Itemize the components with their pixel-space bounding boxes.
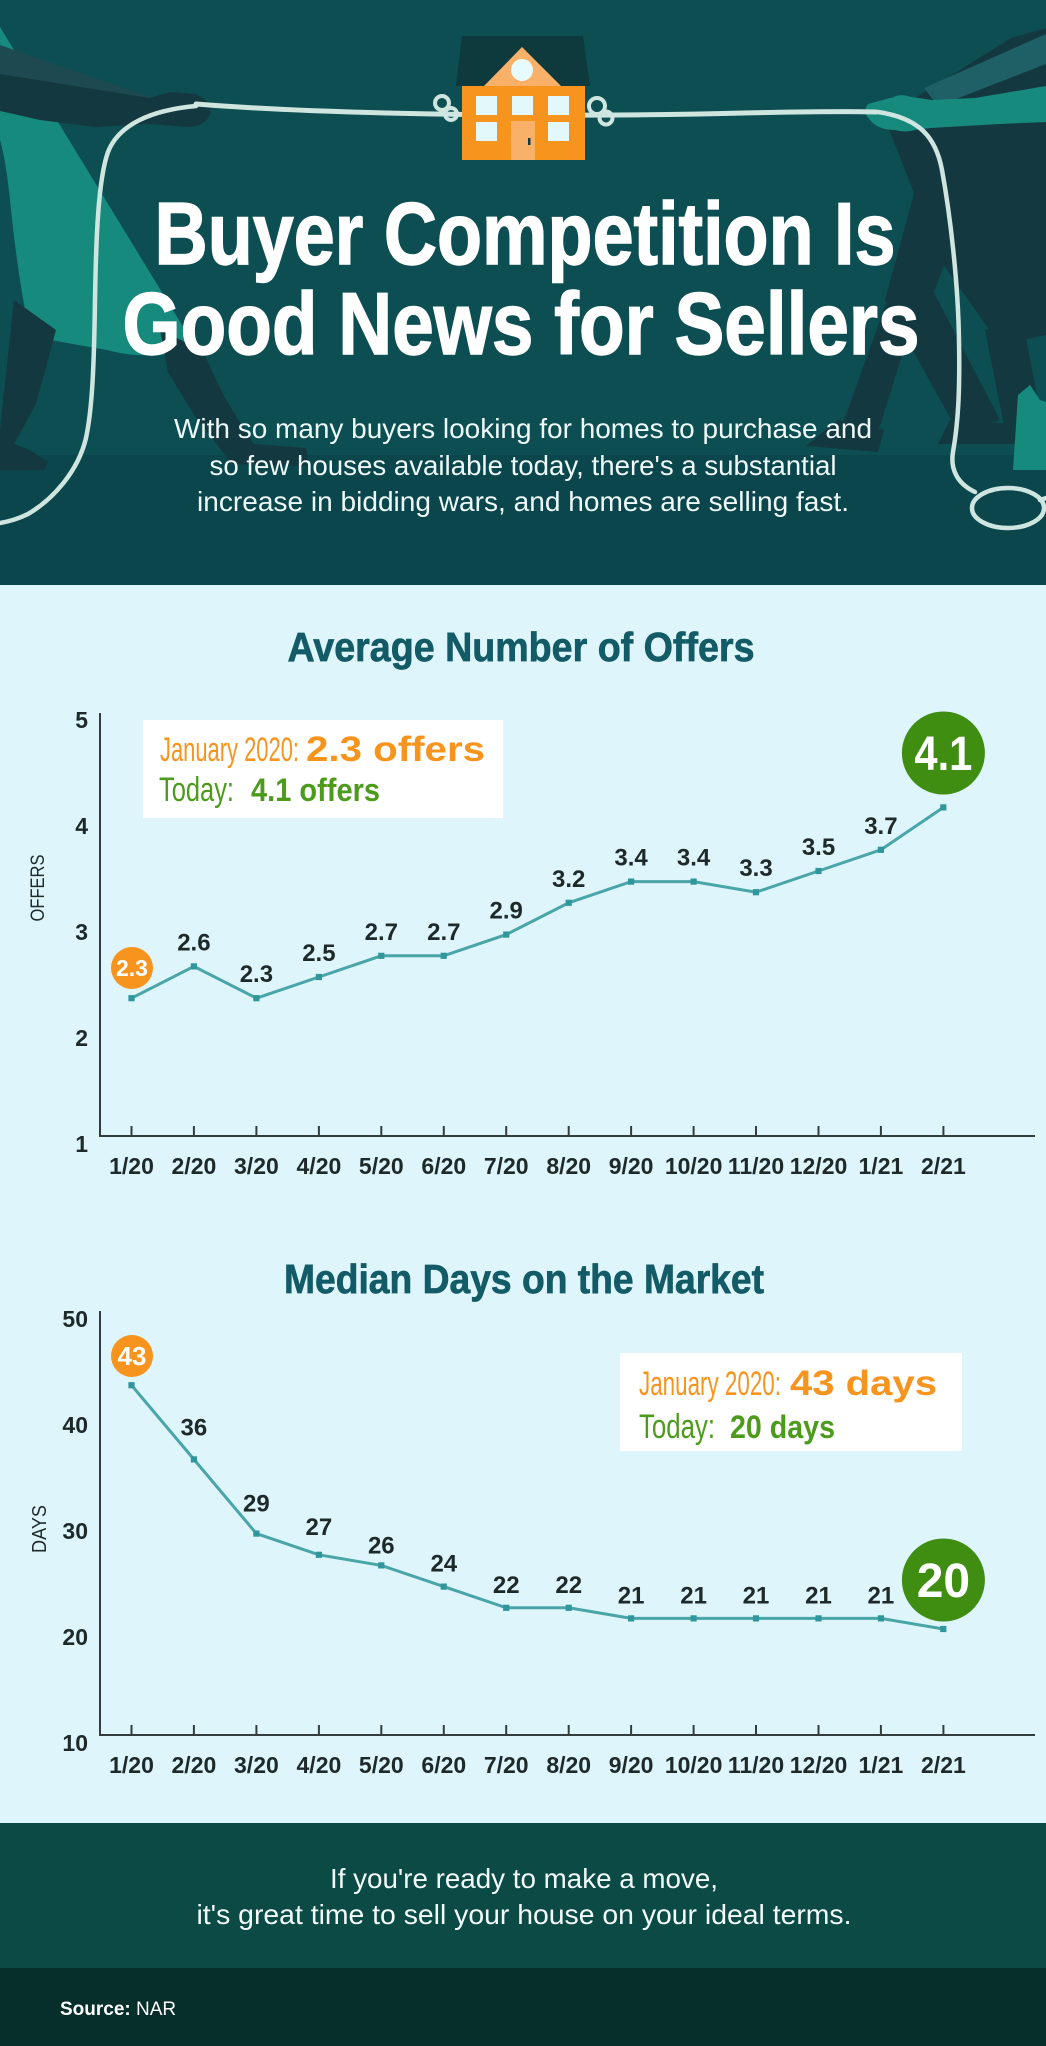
svg-text:4/20: 4/20 xyxy=(297,1752,342,1778)
svg-text:January 2020:: January 2020: xyxy=(639,1365,781,1403)
svg-text:3/20: 3/20 xyxy=(234,1752,279,1778)
svg-text:6/20: 6/20 xyxy=(421,1153,466,1179)
svg-text:10: 10 xyxy=(62,1730,88,1756)
svg-text:12/20: 12/20 xyxy=(790,1153,848,1179)
svg-text:6/20: 6/20 xyxy=(421,1752,466,1778)
svg-text:43: 43 xyxy=(118,1341,147,1371)
svg-text:Median Days on the Market: Median Days on the Market xyxy=(284,1256,764,1302)
svg-text:20: 20 xyxy=(62,1624,88,1650)
svg-text:21: 21 xyxy=(680,1582,707,1609)
svg-text:40: 40 xyxy=(62,1412,88,1438)
svg-text:Average Number of Offers: Average Number of Offers xyxy=(288,624,755,670)
svg-text:2/21: 2/21 xyxy=(921,1752,966,1778)
svg-text:20: 20 xyxy=(917,1555,970,1608)
svg-text:1/20: 1/20 xyxy=(109,1153,154,1179)
svg-text:1/21: 1/21 xyxy=(859,1752,904,1778)
svg-text:21: 21 xyxy=(618,1582,645,1609)
svg-text:1/20: 1/20 xyxy=(109,1752,154,1778)
svg-text:3.5: 3.5 xyxy=(802,834,835,861)
svg-text:3.3: 3.3 xyxy=(739,855,772,882)
svg-text:21: 21 xyxy=(743,1582,770,1609)
svg-text:Today:: Today: xyxy=(159,771,234,809)
svg-text:3.2: 3.2 xyxy=(552,866,585,893)
svg-text:OFFERS: OFFERS xyxy=(28,855,49,922)
svg-text:2: 2 xyxy=(75,1025,88,1051)
svg-text:4.1: 4.1 xyxy=(914,728,972,781)
svg-text:Good News for Sellers: Good News for Sellers xyxy=(123,274,920,373)
svg-text:1: 1 xyxy=(75,1131,88,1157)
svg-text:5/20: 5/20 xyxy=(359,1153,404,1179)
svg-text:2.5: 2.5 xyxy=(302,940,335,967)
svg-text:4: 4 xyxy=(75,813,88,839)
svg-text:11/20: 11/20 xyxy=(728,1752,784,1778)
svg-text:43 days: 43 days xyxy=(790,1364,937,1403)
svg-text:29: 29 xyxy=(243,1491,270,1518)
svg-text:8/20: 8/20 xyxy=(546,1752,591,1778)
svg-text:3.4: 3.4 xyxy=(614,845,648,872)
svg-text:With so many buyers looking fo: With so many buyers looking for homes to… xyxy=(174,413,872,444)
svg-text:2.6: 2.6 xyxy=(177,929,210,956)
svg-text:50: 50 xyxy=(62,1306,88,1332)
svg-text:January 2020:: January 2020: xyxy=(160,731,299,769)
svg-text:3: 3 xyxy=(75,919,88,945)
svg-text:22: 22 xyxy=(555,1572,582,1599)
svg-text:it's great time to sell your h: it's great time to sell your house on yo… xyxy=(197,1899,852,1930)
svg-text:2.3 offers: 2.3 offers xyxy=(306,730,485,769)
svg-text:24: 24 xyxy=(430,1551,457,1578)
svg-text:21: 21 xyxy=(868,1582,895,1609)
svg-text:30: 30 xyxy=(62,1518,88,1544)
svg-text:Buyer Competition Is: Buyer Competition Is xyxy=(155,184,896,283)
svg-text:7/20: 7/20 xyxy=(484,1752,529,1778)
svg-text:so few houses available today,: so few houses available today, there's a… xyxy=(210,450,837,481)
svg-text:2.7: 2.7 xyxy=(365,919,398,946)
svg-text:Today:: Today: xyxy=(639,1408,715,1446)
svg-text:10/20: 10/20 xyxy=(665,1153,723,1179)
svg-text:9/20: 9/20 xyxy=(609,1153,654,1179)
svg-text:8/20: 8/20 xyxy=(546,1153,591,1179)
svg-text:9/20: 9/20 xyxy=(609,1752,654,1778)
svg-text:DAYS: DAYS xyxy=(29,1505,51,1553)
svg-text:21: 21 xyxy=(805,1582,832,1609)
svg-text:2.3: 2.3 xyxy=(240,961,273,988)
svg-text:5: 5 xyxy=(75,707,88,733)
svg-text:1/21: 1/21 xyxy=(859,1153,904,1179)
svg-text:7/20: 7/20 xyxy=(484,1153,529,1179)
svg-text:27: 27 xyxy=(306,1514,333,1541)
svg-text:2/20: 2/20 xyxy=(172,1153,217,1179)
svg-text:2/21: 2/21 xyxy=(921,1153,966,1179)
svg-text:36: 36 xyxy=(181,1414,208,1441)
svg-text:increase in bidding wars, and: increase in bidding wars, and homes are … xyxy=(197,486,849,517)
svg-text:3/20: 3/20 xyxy=(234,1153,279,1179)
svg-text:26: 26 xyxy=(368,1532,395,1559)
svg-text:3.4: 3.4 xyxy=(677,845,711,872)
svg-text:10/20: 10/20 xyxy=(665,1752,723,1778)
svg-text:Source: NAR: Source: NAR xyxy=(60,1999,176,2020)
svg-text:4/20: 4/20 xyxy=(297,1153,342,1179)
svg-text:2.3: 2.3 xyxy=(116,955,148,981)
svg-text:4.1 offers: 4.1 offers xyxy=(251,772,380,808)
svg-text:3.7: 3.7 xyxy=(864,813,897,840)
svg-text:If you're ready to make a move: If you're ready to make a move, xyxy=(330,1863,718,1894)
svg-text:11/20: 11/20 xyxy=(728,1153,784,1179)
svg-text:2/20: 2/20 xyxy=(172,1752,217,1778)
svg-text:20 days: 20 days xyxy=(730,1409,835,1445)
svg-text:2.7: 2.7 xyxy=(427,919,460,946)
svg-text:12/20: 12/20 xyxy=(790,1752,848,1778)
svg-text:5/20: 5/20 xyxy=(359,1752,404,1778)
svg-text:2.9: 2.9 xyxy=(490,898,523,925)
svg-text:22: 22 xyxy=(493,1572,520,1599)
